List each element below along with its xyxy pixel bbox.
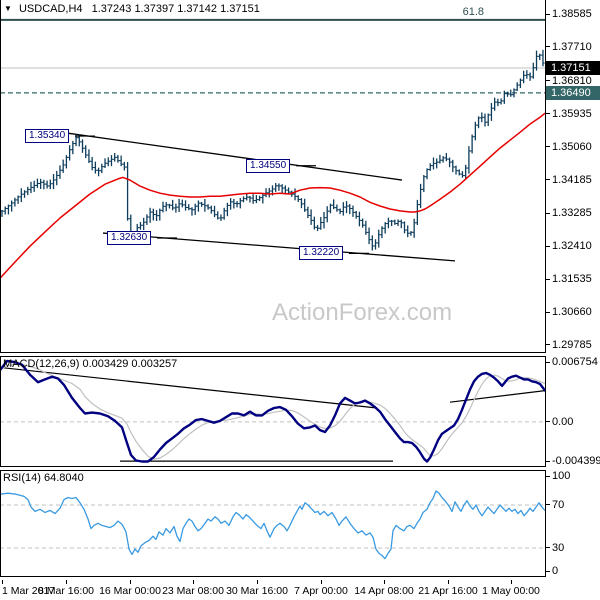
time-tick (511, 580, 512, 584)
axis-tick-label: 30 (552, 541, 565, 554)
axis-tick (546, 361, 550, 363)
time-axis[interactable]: 1 Mar 2017 8 Mar 16:00 16 Mar 00:00 23 Mar … (0, 580, 600, 600)
rsi-axis[interactable]: 100 70 30 0 (546, 470, 600, 577)
time-tick (130, 580, 131, 584)
axis-tick-label: 0.00 (552, 415, 574, 428)
axis-tick (546, 245, 550, 247)
ohlc-values: 1.37243 1.37397 1.37142 1.37151 (91, 3, 260, 15)
axis-tick (546, 179, 550, 180)
axis-tick (546, 13, 550, 15)
time-tick (448, 580, 449, 584)
axis-tick-label: 1.29785 (552, 338, 592, 351)
time-tick (384, 580, 385, 584)
time-axis-label: 14 Apr 08:00 (354, 585, 414, 597)
axis-tick-label: 1.30660 (552, 306, 592, 319)
time-axis-label: 8 Mar 16:00 (37, 585, 95, 597)
time-axis-label: 21 Apr 16:00 (418, 585, 478, 597)
time-axis-label: 23 Mar 08:00 (162, 585, 224, 597)
current-price-badge: 1.37151 (546, 61, 600, 75)
rsi-indicator-label: RSI(14) 64.8040 (3, 472, 84, 484)
rsi-pane[interactable]: RSI(14) 64.8040 (0, 470, 546, 577)
axis-tick-label: 1.35935 (552, 107, 592, 120)
chart-title: ▼ USDCAD,H4 1.37243 1.37397 1.37142 1.37… (4, 3, 260, 15)
axis-tick (546, 504, 550, 506)
axis-tick-label: 0.006754 (552, 356, 598, 368)
axis-tick-label: 1.35060 (552, 140, 592, 153)
symbol-dropdown-icon: ▼ (4, 4, 12, 13)
time-tick (257, 580, 258, 584)
rsi-line (0, 490, 546, 560)
macd-indicator-label: MACD(12,26,9) 0.003429 0.003257 (3, 358, 178, 370)
axis-tick-label: 1.33285 (552, 207, 592, 220)
axis-tick-label: 70 (552, 498, 565, 511)
trendline (66, 132, 403, 181)
axis-tick (546, 80, 550, 82)
macd-signal-line (0, 363, 546, 460)
axis-tick (546, 547, 550, 549)
time-tick (193, 580, 194, 584)
axis-tick-label: 1.31535 (552, 273, 592, 286)
pane-splitter[interactable] (0, 353, 600, 356)
axis-tick (546, 146, 550, 148)
price-pane[interactable]: ▼ USDCAD,H4 1.37243 1.37397 1.37142 1.37… (0, 0, 546, 353)
axis-tick (546, 344, 550, 346)
pane-splitter[interactable] (0, 577, 600, 580)
macd-axis[interactable]: 0.006754 0.00 -0.004399 (546, 356, 600, 467)
time-tick (2, 580, 3, 584)
axis-tick-label: 1.37710 (552, 40, 592, 53)
time-axis-label: 1 Mar 2017 (2, 585, 56, 597)
time-axis-label: 30 Mar 16:00 (226, 585, 288, 597)
axis-tick-label: 1.36810 (552, 74, 592, 87)
price-annotation: 1.32220 (299, 246, 344, 261)
time-axis-label: 1 May 00:00 (482, 585, 540, 597)
axis-tick-label: -0.004399 (552, 455, 600, 467)
rsi-pane-canvas[interactable] (0, 470, 546, 577)
axis-tick (546, 421, 550, 423)
macd-pane[interactable]: MACD(12,26,9) 0.003429 0.003257 (0, 356, 546, 467)
macd-main-line (0, 359, 546, 463)
symbol-period-label: USDCAD,H4 (18, 3, 83, 15)
time-tick (66, 580, 67, 584)
axis-tick (546, 311, 550, 313)
time-axis-label: 7 Apr 00:00 (294, 585, 348, 597)
axis-tick (546, 212, 550, 214)
axis-tick-label: 0 (552, 565, 559, 577)
time-tick (321, 580, 322, 584)
fib-level-label: 61.8 (462, 6, 484, 18)
macd-pane-canvas[interactable] (0, 356, 546, 467)
axis-tick-label: 1.32410 (552, 240, 592, 253)
price-bars (0, 49, 545, 251)
axis-tick (546, 460, 550, 462)
level-price-badge: 1.36490 (546, 85, 600, 100)
watermark: ActionForex.com (272, 299, 453, 326)
axis-tick-label: 100 (552, 470, 571, 482)
macd-trendline (449, 389, 546, 403)
axis-tick (546, 570, 550, 572)
pane-splitter[interactable] (0, 467, 600, 470)
price-axis[interactable]: 1.38585 1.37710 1.36810 1.35935 1.35060 1.341… (546, 0, 600, 356)
price-annotation: 1.32630 (107, 230, 152, 245)
price-pane-canvas[interactable] (0, 0, 546, 353)
trendline (102, 232, 456, 262)
axis-tick (546, 46, 550, 48)
time-axis-label: 16 Mar 00:00 (99, 585, 161, 597)
axis-tick (546, 475, 550, 477)
axis-tick-label: 1.34185 (552, 173, 592, 186)
price-annotation: 1.34550 (246, 158, 291, 173)
ma-line (0, 112, 546, 279)
axis-tick (546, 113, 550, 115)
axis-tick-label: 1.38585 (552, 8, 592, 21)
price-annotation: 1.35340 (25, 129, 70, 144)
axis-tick (546, 278, 550, 280)
macd-trendline (0, 366, 378, 409)
